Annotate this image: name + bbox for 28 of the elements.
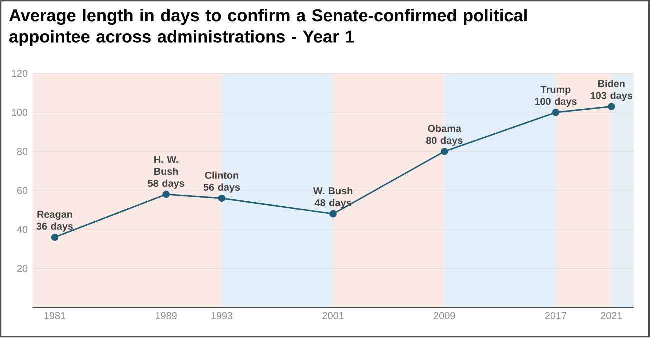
y-tick-label: 80: [17, 148, 28, 156]
y-tick-label: 120: [12, 70, 28, 78]
y-tick-label: 100: [12, 109, 28, 116]
point: [330, 210, 337, 218]
annotation: Biden 103 days: [590, 80, 632, 102]
point: [51, 234, 59, 242]
y-tick-label: 20: [17, 265, 28, 272]
x-tick-label: 2009: [434, 312, 456, 320]
annotation: H. W. Bush 58 days: [148, 156, 184, 190]
y-tick-label: 40: [17, 226, 28, 234]
annotation: W. Bush 48 days: [313, 187, 353, 209]
y-tick-label: 60: [17, 187, 28, 194]
point: [218, 194, 226, 202]
x-tick-label: 1989: [156, 312, 177, 320]
point: [441, 148, 448, 156]
x-tick-label: 1981: [44, 312, 66, 320]
point: [608, 103, 616, 111]
chart-title: Average length in days to confirm a Senate-confirmed political appointee across administrations - Year 1: [9, 9, 527, 46]
annotation: Clinton 56 days: [204, 172, 240, 194]
annotation: Reagan 36 days: [36, 211, 74, 232]
point: [162, 191, 170, 198]
annotation: Trump 100 days: [535, 86, 577, 108]
x-tick-label: 2001: [322, 312, 344, 320]
x-tick-label: 2021: [601, 312, 622, 320]
x-tick-label: 1993: [212, 312, 233, 320]
point: [552, 109, 560, 116]
x-tick-label: 2017: [545, 312, 567, 320]
annotation: Obama 80 days: [426, 125, 463, 146]
